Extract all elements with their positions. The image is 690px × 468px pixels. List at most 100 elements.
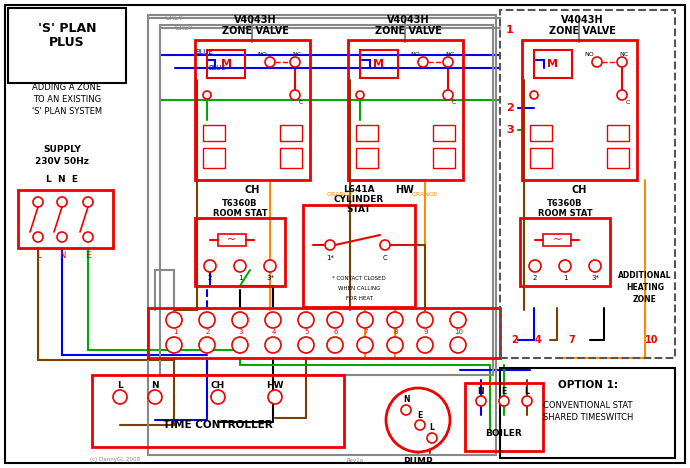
Text: SHARED TIMESWITCH: SHARED TIMESWITCH	[543, 414, 633, 423]
Bar	[530, 125, 552, 141]
Text: GREY: GREY	[175, 25, 194, 31]
Bar	[8, 8, 126, 83]
Text: 2: 2	[206, 329, 210, 335]
Text: L: L	[430, 424, 435, 432]
Bar	[520, 218, 610, 286]
Text: 3*: 3*	[591, 275, 599, 281]
Text: M: M	[547, 59, 558, 69]
Text: ROOM STAT: ROOM STAT	[538, 209, 592, 218]
Text: E: E	[417, 410, 422, 419]
Circle shape	[204, 260, 216, 272]
Text: ZONE: ZONE	[633, 295, 657, 305]
Circle shape	[265, 337, 281, 353]
Circle shape	[357, 337, 373, 353]
Bar	[500, 368, 675, 458]
Circle shape	[57, 197, 67, 207]
Text: NC: NC	[293, 51, 302, 57]
Bar	[148, 308, 500, 358]
Bar	[18, 190, 113, 248]
Text: ADDING A ZONE: ADDING A ZONE	[32, 83, 101, 93]
Text: E: E	[86, 250, 90, 259]
Text: 1: 1	[238, 275, 242, 281]
Circle shape	[268, 390, 282, 404]
Text: T6360B: T6360B	[547, 198, 583, 207]
Text: 2: 2	[533, 275, 538, 281]
Text: STAT: STAT	[347, 205, 371, 214]
Circle shape	[327, 337, 343, 353]
Circle shape	[232, 312, 248, 328]
Circle shape	[298, 312, 314, 328]
Text: NO: NO	[257, 51, 267, 57]
Circle shape	[529, 260, 541, 272]
Text: M: M	[221, 59, 232, 69]
Text: 3*: 3*	[266, 275, 274, 281]
Circle shape	[265, 57, 275, 67]
Text: M: M	[373, 59, 384, 69]
Text: ADDITIONAL: ADDITIONAL	[618, 271, 672, 279]
Bar	[465, 383, 543, 451]
Text: 7: 7	[569, 335, 575, 345]
Text: * CONTACT CLOSED: * CONTACT CLOSED	[332, 276, 386, 280]
Text: BOILER: BOILER	[486, 429, 522, 438]
Bar	[195, 218, 285, 286]
Circle shape	[387, 312, 403, 328]
Bar	[607, 125, 629, 141]
Circle shape	[199, 337, 215, 353]
Circle shape	[33, 197, 43, 207]
Circle shape	[325, 240, 335, 250]
Circle shape	[211, 390, 225, 404]
Bar	[543, 234, 571, 246]
Bar	[148, 15, 496, 455]
Text: CH: CH	[211, 380, 225, 389]
Bar	[356, 148, 378, 168]
Text: NO: NO	[410, 51, 420, 57]
Circle shape	[327, 312, 343, 328]
Bar	[280, 148, 302, 168]
Bar	[218, 234, 246, 246]
Text: HW: HW	[395, 185, 415, 195]
Text: HEATING: HEATING	[626, 284, 664, 292]
Text: 1: 1	[506, 25, 514, 35]
Text: CONVENTIONAL STAT: CONVENTIONAL STAT	[543, 401, 633, 410]
Text: ~: ~	[228, 235, 237, 245]
Circle shape	[417, 312, 433, 328]
Circle shape	[290, 57, 300, 67]
Circle shape	[589, 260, 601, 272]
Text: ZONE VALVE: ZONE VALVE	[375, 26, 442, 36]
Text: OPTION 1:: OPTION 1:	[558, 380, 618, 390]
Circle shape	[356, 91, 364, 99]
Text: TO AN EXISTING: TO AN EXISTING	[33, 95, 101, 104]
Text: L: L	[36, 250, 40, 259]
Bar	[433, 148, 455, 168]
Text: C: C	[452, 101, 456, 105]
Circle shape	[617, 90, 627, 100]
Circle shape	[522, 396, 532, 406]
Circle shape	[264, 260, 276, 272]
Text: 10: 10	[455, 329, 464, 335]
Text: L  N  E: L N E	[46, 176, 78, 184]
Text: E: E	[502, 387, 506, 395]
Text: 1: 1	[172, 329, 177, 335]
Circle shape	[148, 390, 162, 404]
Circle shape	[476, 396, 486, 406]
Text: N: N	[477, 387, 484, 395]
Text: ZONE VALVE: ZONE VALVE	[221, 26, 288, 36]
Circle shape	[386, 388, 450, 452]
Text: TIME CONTROLLER: TIME CONTROLLER	[163, 420, 273, 430]
Circle shape	[290, 90, 300, 100]
Text: 'S' PLAN SYSTEM: 'S' PLAN SYSTEM	[32, 108, 102, 117]
Circle shape	[450, 337, 466, 353]
Bar	[195, 40, 310, 180]
Text: V4043H: V4043H	[234, 15, 276, 25]
Text: ZONE VALVE: ZONE VALVE	[549, 26, 615, 36]
Circle shape	[530, 91, 538, 99]
Circle shape	[387, 337, 403, 353]
Text: C: C	[383, 255, 387, 261]
Circle shape	[417, 337, 433, 353]
Text: C: C	[626, 101, 630, 105]
Bar	[203, 148, 225, 168]
Text: BLUE: BLUE	[195, 49, 213, 55]
Text: L: L	[524, 387, 529, 395]
Circle shape	[83, 232, 93, 242]
Circle shape	[199, 312, 215, 328]
